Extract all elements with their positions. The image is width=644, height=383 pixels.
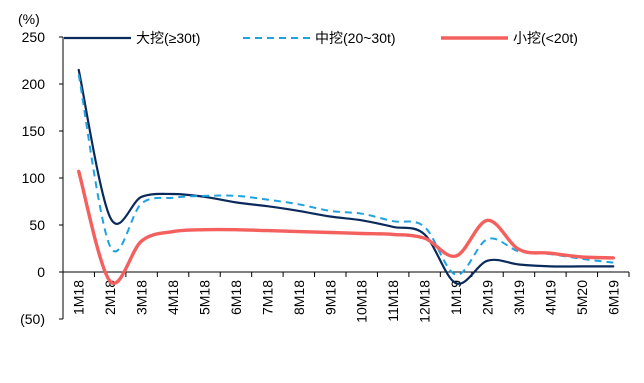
x-tick-label: 1M18 <box>71 280 87 315</box>
x-tick-label: 8M18 <box>291 280 307 315</box>
x-tick-label: 6M19 <box>605 280 621 315</box>
x-tick-label: 5M18 <box>197 280 213 315</box>
x-tick-label: 3M19 <box>511 280 527 315</box>
x-tick-label: 10M18 <box>354 280 370 323</box>
y-tick-label: 0 <box>37 264 45 280</box>
y-axis: 250 200 150 100 50 0 (50) <box>20 29 64 327</box>
series-line <box>77 74 614 276</box>
x-tick-label: 5M20 <box>574 280 590 315</box>
x-tick-label: 4M19 <box>542 280 558 315</box>
y-tick-label: 200 <box>22 76 46 92</box>
x-tick-label: 3M18 <box>134 280 150 315</box>
x-tick-label: 2M19 <box>480 280 496 315</box>
y-tick-label: 250 <box>22 29 46 45</box>
y-axis-unit-label: (%) <box>18 11 40 27</box>
x-axis: 1M18 2M18 3M18 4M18 5M18 6M18 7M18 8M18 9M18 10M1… <box>62 271 630 323</box>
y-tick-label: 50 <box>29 217 45 233</box>
legend-label: 小挖(<20t) <box>513 30 578 46</box>
x-tick-label: 1M19 <box>448 280 464 315</box>
x-tick-label: 2M18 <box>102 280 118 315</box>
series-layer <box>77 68 615 286</box>
series-line <box>77 169 615 286</box>
series-line <box>77 68 615 285</box>
x-tick-label: 4M18 <box>165 280 181 315</box>
y-tick-label: 100 <box>22 170 46 186</box>
legend-label: 大挖(≥30t) <box>136 30 200 46</box>
x-tick-label: 7M18 <box>259 280 275 315</box>
x-tick-label: 6M18 <box>228 280 244 315</box>
y-tick-label: (50) <box>20 311 45 327</box>
legend: 大挖(≥30t) 中挖(20~30t) 小挖(<20t) <box>64 30 578 46</box>
x-tick-label: 9M18 <box>322 280 338 315</box>
y-tick-label: 150 <box>22 123 46 139</box>
legend-label: 中挖(20~30t) <box>315 30 396 46</box>
x-tick-label: 12M18 <box>417 280 433 323</box>
x-tick-label: 11M18 <box>385 280 401 322</box>
